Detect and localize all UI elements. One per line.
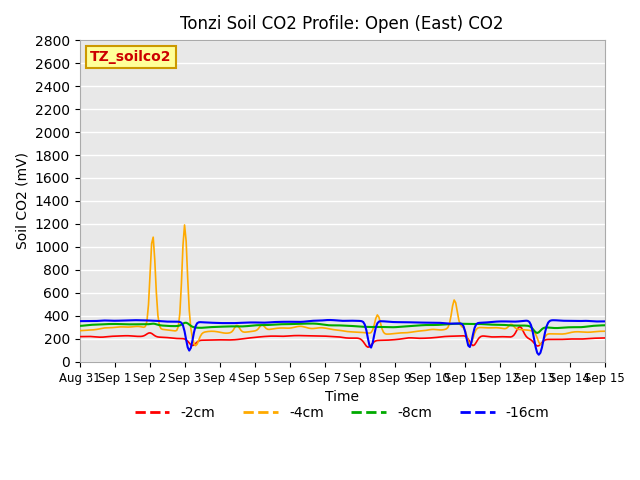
- Text: TZ_soilco2: TZ_soilco2: [90, 50, 172, 64]
- Title: Tonzi Soil CO2 Profile: Open (East) CO2: Tonzi Soil CO2 Profile: Open (East) CO2: [180, 15, 504, 33]
- Legend: -2cm, -4cm, -8cm, -16cm: -2cm, -4cm, -8cm, -16cm: [129, 400, 555, 426]
- Y-axis label: Soil CO2 (mV): Soil CO2 (mV): [15, 153, 29, 250]
- X-axis label: Time: Time: [325, 390, 359, 404]
